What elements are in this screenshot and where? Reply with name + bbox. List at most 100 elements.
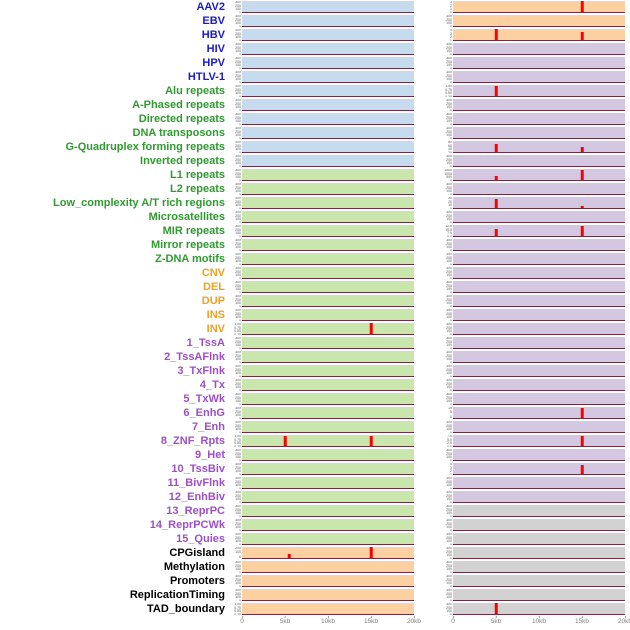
- left-track-plot: [242, 561, 414, 573]
- baseline: [453, 558, 625, 559]
- right-track-plot: [453, 379, 625, 391]
- right-track-plot: [453, 547, 625, 559]
- y-tick-label: 300: [446, 589, 452, 592]
- y-tick-label: 0: [239, 52, 241, 55]
- y-tick-label: 0: [239, 10, 241, 13]
- baseline: [453, 264, 625, 265]
- y-tick-label: 0: [450, 584, 452, 587]
- y-tick-label: 200: [235, 115, 241, 120]
- y-tick-label: 100: [235, 413, 241, 417]
- y-tick-label: 12.5: [445, 225, 452, 228]
- y-tick-label: 200: [446, 241, 452, 246]
- y-tick-label: 0: [239, 500, 241, 503]
- left-track: 300 200 100 0: [228, 336, 414, 350]
- y-tick-label: 100: [235, 147, 241, 151]
- y-tick-label: 0: [239, 248, 241, 251]
- y-axis-ticks: 300 200 100 0: [439, 449, 453, 461]
- y-axis-ticks: 300 200 100 0: [228, 29, 242, 41]
- y-tick-label: 200: [446, 101, 452, 106]
- y-tick-label: 100: [235, 315, 241, 319]
- right-track: 300 200 100 0: [439, 518, 625, 532]
- right-track: 300 200 100 0: [439, 532, 625, 546]
- y-tick-label: 300: [446, 43, 452, 46]
- y-tick-label: 300: [235, 239, 241, 242]
- y-tick-label: 300: [235, 421, 241, 424]
- left-track-plot: [242, 57, 414, 69]
- left-track-plot: [242, 267, 414, 279]
- y-tick-label: 100: [446, 119, 452, 123]
- left-track-plot: [242, 575, 414, 587]
- left-track-plot: [242, 407, 414, 419]
- right-track: 300 200 100 0: [439, 98, 625, 112]
- y-tick-label: 200: [235, 59, 241, 64]
- y-tick-label: 100: [235, 399, 241, 403]
- right-track: 300 200 100 0: [439, 56, 625, 70]
- baseline: [242, 488, 414, 489]
- baseline: [242, 320, 414, 321]
- y-tick-label: 100: [235, 595, 241, 599]
- row-label: Inverted repeats: [140, 155, 225, 167]
- right-track-plot: [453, 211, 625, 223]
- y-tick-label: 0: [450, 414, 452, 419]
- left-track-plot: [242, 197, 414, 209]
- y-tick-label: 300: [446, 603, 452, 606]
- baseline: [453, 250, 625, 251]
- left-track-plot: [242, 449, 414, 461]
- baseline: [242, 348, 414, 349]
- baseline: [453, 40, 625, 41]
- baseline: [242, 54, 414, 55]
- left-track-plot: [242, 547, 414, 559]
- y-axis-ticks: 300 200 100 0: [439, 309, 453, 321]
- y-tick-label: 0: [239, 360, 241, 363]
- y-axis-ticks: 300 200 100 0: [228, 463, 242, 475]
- baseline: [242, 530, 414, 531]
- row-label: Promoters: [169, 575, 225, 587]
- y-tick-label: 100: [446, 301, 452, 305]
- y-tick-label: 80: [448, 141, 452, 144]
- baseline: [453, 530, 625, 531]
- y-tick-label: 200: [235, 381, 241, 386]
- left-track-plot: [242, 533, 414, 545]
- y-axis-ticks: 300 200 100 0: [439, 603, 453, 615]
- right-track: 300 200 100 0: [439, 210, 625, 224]
- track-row: 5_TxWk 300 200 100 0 300 200 100 0: [0, 392, 630, 406]
- y-tick-label: 100: [446, 161, 452, 165]
- y-tick-label: 300: [446, 127, 452, 130]
- y-tick-label: 3: [450, 465, 452, 470]
- y-tick-label: 200: [446, 591, 452, 596]
- y-axis-ticks: 300 200 100 0: [228, 141, 242, 153]
- baseline: [242, 362, 414, 363]
- y-tick-label: 0.50: [234, 441, 241, 445]
- y-tick-label: 200: [446, 577, 452, 582]
- y-axis-ticks: 300 200 100 0: [228, 197, 242, 209]
- signal-spike: [494, 229, 498, 236]
- track-row: 6_EnhG 300 200 100 0 10 5 0: [0, 406, 630, 420]
- y-tick-label: 100: [235, 371, 241, 375]
- y-tick-label: 100: [235, 133, 241, 137]
- left-track: 300 200 100 0: [228, 168, 414, 182]
- y-tick-label: 300: [235, 491, 241, 494]
- y-tick-label: 300: [446, 253, 452, 256]
- left-track-plot: [242, 239, 414, 251]
- row-label: AAV2: [196, 1, 225, 13]
- y-tick-label: 0.50: [234, 329, 241, 333]
- row-label: L2 repeats: [169, 183, 225, 195]
- y-tick-label: 0: [239, 206, 241, 209]
- y-tick-label: 100: [235, 77, 241, 81]
- y-tick-label: 0: [239, 598, 241, 601]
- track-row: Z-DNA motifs 300 200 100 0 300 200 100 0: [0, 252, 630, 266]
- baseline: [453, 404, 625, 405]
- y-tick-label: 200: [446, 507, 452, 512]
- y-tick-label: 100: [235, 385, 241, 389]
- y-tick-label: 300: [446, 351, 452, 354]
- y-tick-label: 0: [450, 136, 452, 139]
- y-tick-label: 100: [446, 189, 452, 193]
- y-tick-label: 100: [235, 161, 241, 165]
- right-track-plot: [453, 127, 625, 139]
- baseline: [453, 222, 625, 223]
- y-tick-label: 0.25: [234, 612, 241, 615]
- y-tick-label: 300: [446, 295, 452, 298]
- left-track-plot: [242, 43, 414, 55]
- y-axis-ticks: 300 200 100 0: [228, 57, 242, 69]
- right-track-plot: [453, 85, 625, 97]
